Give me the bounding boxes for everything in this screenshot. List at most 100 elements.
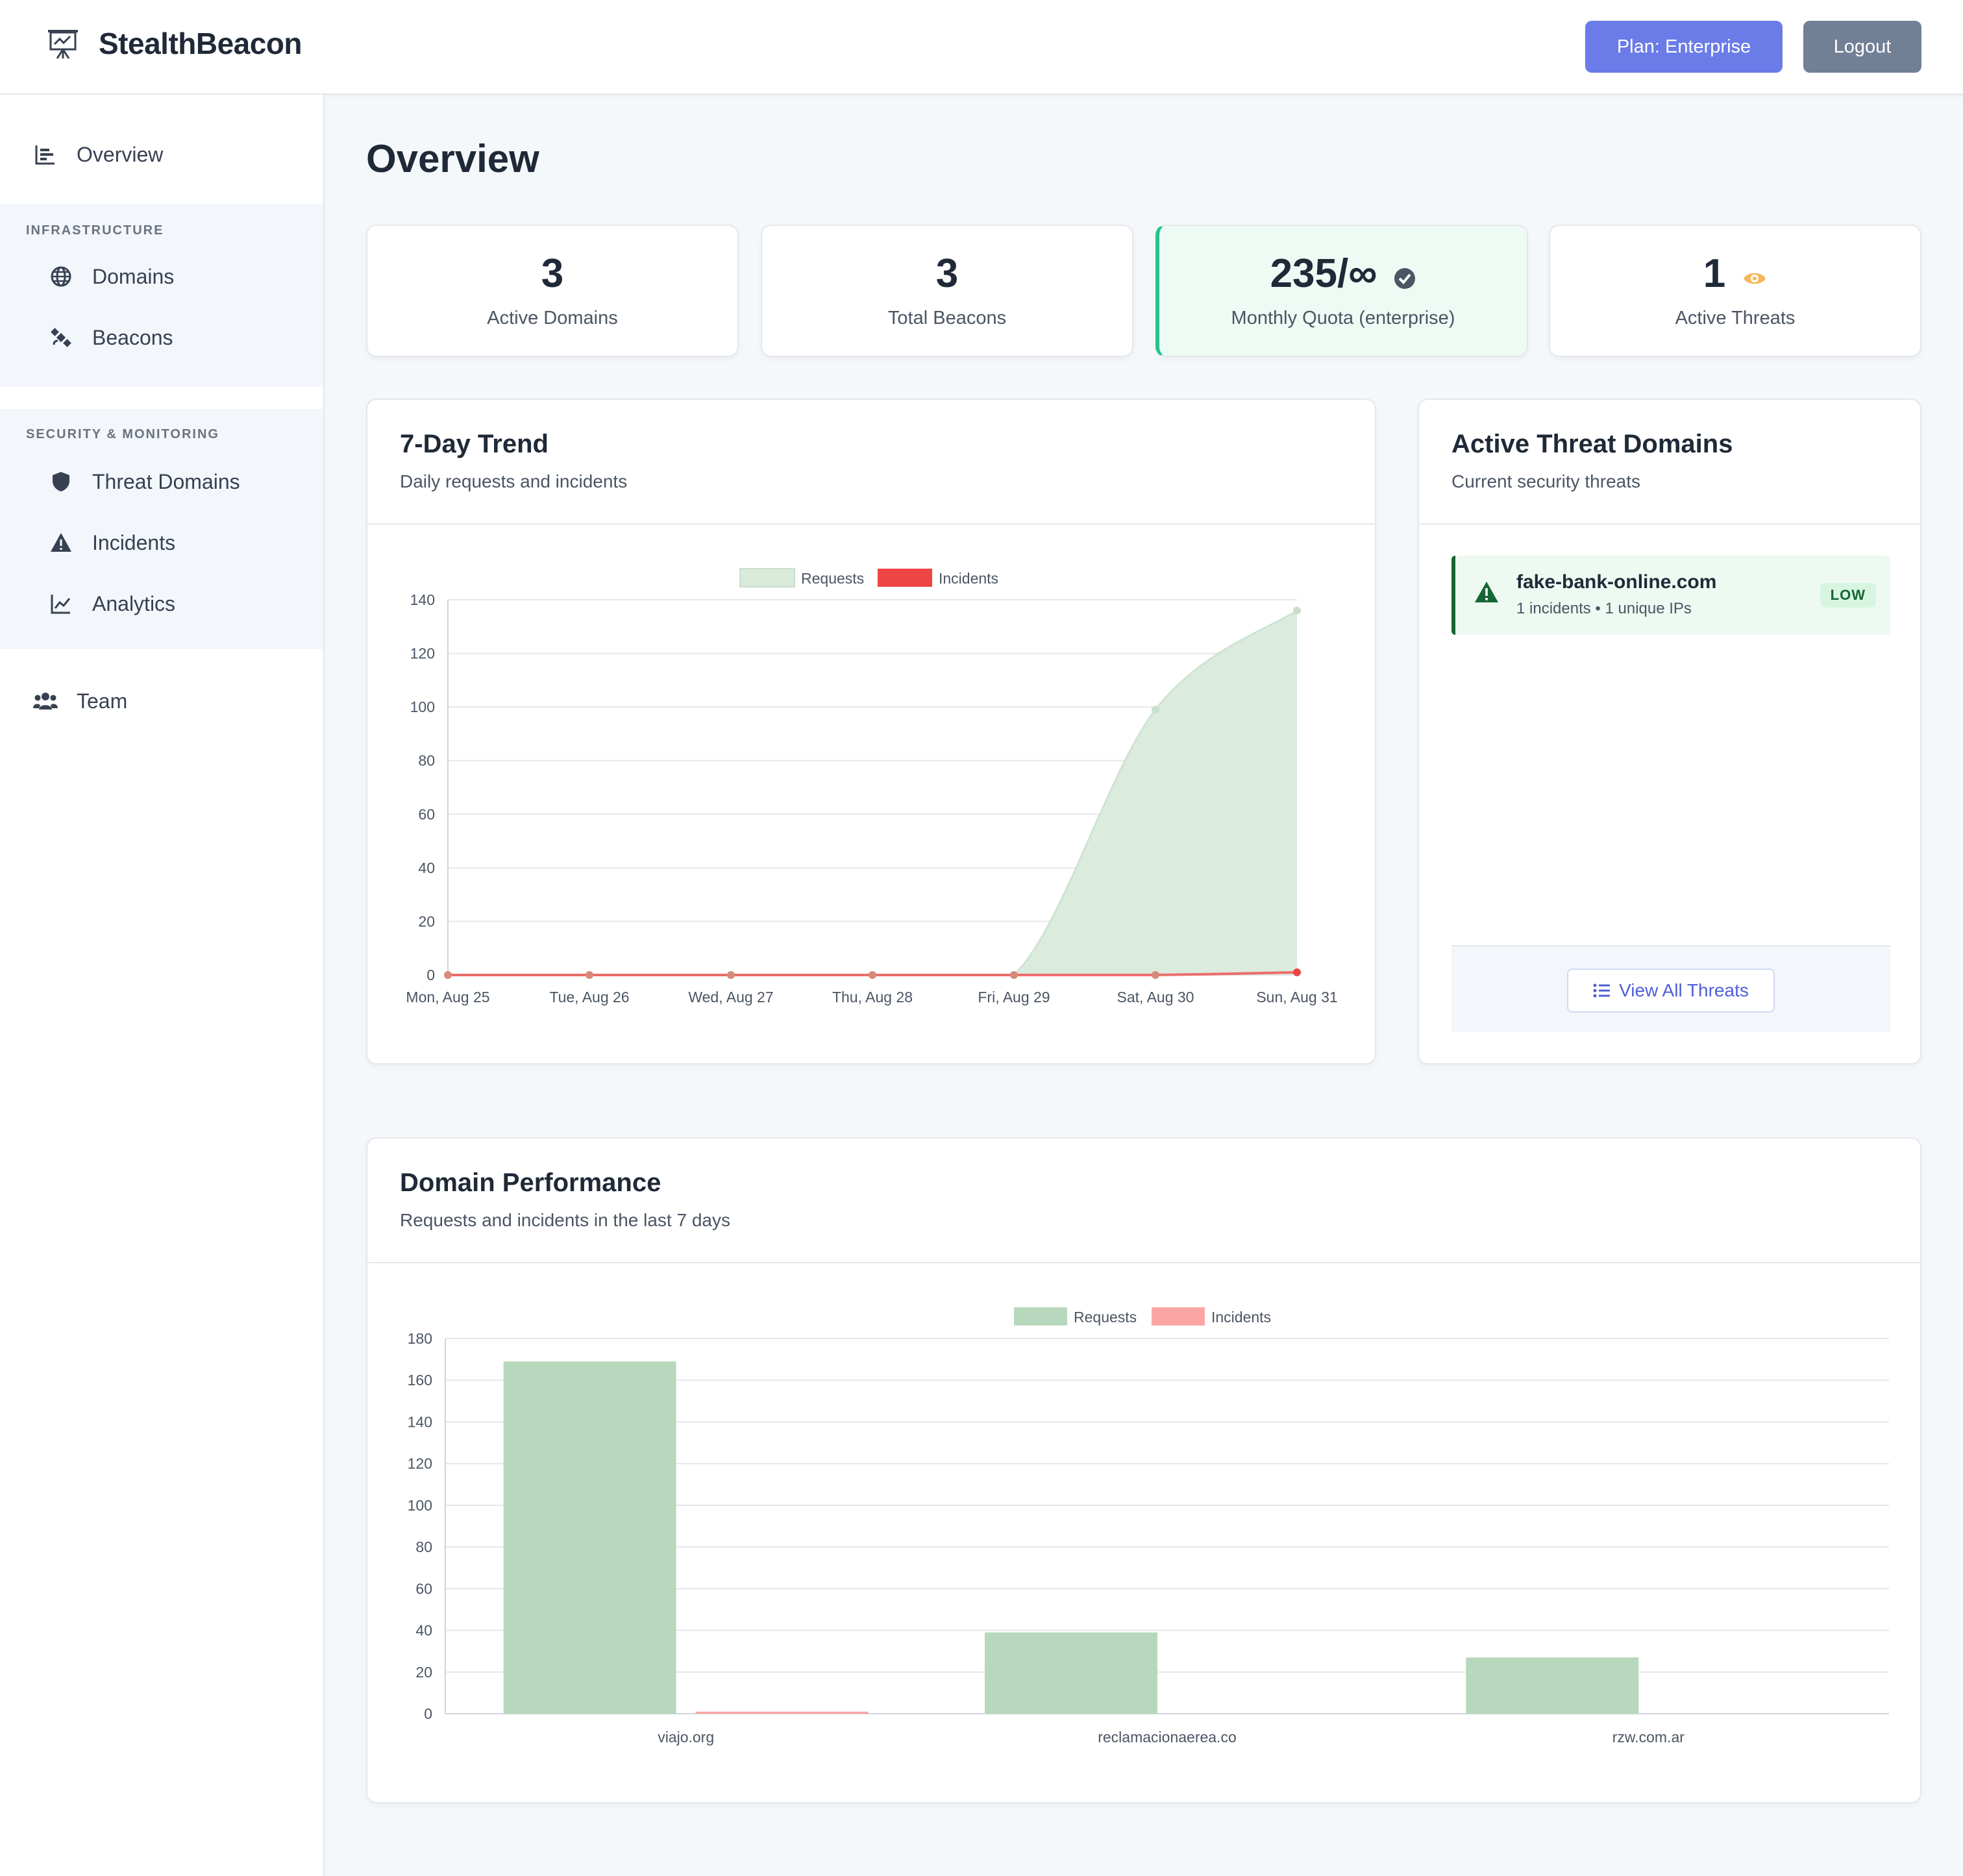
trend-chart: 0 20 40 60 80 100 120 140 Mon, Aug 25 Tue, Aug 26… — [406, 568, 1338, 1006]
view-all-threats-button[interactable]: View All Threats — [1567, 969, 1775, 1013]
stat-card-active-threats: 1 Active Threats — [1549, 225, 1921, 357]
incidents-point — [1293, 968, 1301, 976]
y-tick-label: 100 — [410, 698, 435, 715]
x-tick-label: rzw.com.ar — [1612, 1729, 1685, 1746]
card-header: 7-Day Trend Daily requests and incidents — [367, 400, 1375, 525]
sidebar-item-label: Team — [77, 689, 128, 713]
sidebar-item-label: Domains — [92, 264, 175, 288]
nav-group-security: SECURITY & MONITORING Threat Domains Inc… — [0, 409, 323, 649]
y-tick-label: 120 — [408, 1455, 432, 1472]
logout-button[interactable]: Logout — [1803, 21, 1921, 73]
y-tick-label: 180 — [408, 1330, 432, 1347]
bar-incidents — [695, 1711, 869, 1714]
sidebar-item-beacons[interactable]: Beacons — [48, 318, 173, 357]
nav-group-infrastructure: INFRASTRUCTURE Domains Beacons — [0, 204, 323, 387]
group-title: SECURITY & MONITORING — [26, 427, 219, 441]
sidebar-item-team[interactable]: Team — [32, 682, 127, 721]
x-tick-label: Thu, Aug 28 — [832, 989, 913, 1006]
plan-button[interactable]: Plan: Enterprise — [1585, 21, 1783, 73]
y-tick-label: 20 — [418, 913, 435, 930]
threat-card-footer: View All Threats — [1451, 945, 1890, 1032]
bar-requests — [503, 1361, 676, 1714]
chart-bar-icon — [32, 143, 58, 166]
stat-value: 235/∞ — [1159, 251, 1527, 297]
y-tick-label: 140 — [408, 1413, 432, 1430]
globe-icon — [48, 265, 74, 288]
x-tick-label: Tue, Aug 26 — [549, 989, 629, 1006]
card-subtitle: Requests and incidents in the last 7 day… — [400, 1210, 730, 1230]
stat-value: 3 — [935, 251, 959, 296]
stat-card-monthly-quota: 235/∞ Monthly Quota (enterprise) — [1155, 225, 1528, 357]
list-icon — [1593, 983, 1611, 998]
view-all-label: View All Threats — [1619, 980, 1749, 1000]
legend-swatch-requests — [1014, 1307, 1067, 1326]
threat-domain: fake-bank-online.com — [1516, 571, 1717, 593]
y-tick-label: 40 — [415, 1622, 432, 1639]
sidebar-item-label: Threat Domains — [92, 469, 240, 493]
requests-area — [448, 610, 1297, 975]
line-chart-icon — [48, 593, 74, 615]
y-tick-label: 160 — [408, 1372, 432, 1388]
threat-item[interactable]: fake-bank-online.com 1 incidents • 1 uni… — [1451, 556, 1890, 635]
legend-swatch-incidents — [1152, 1307, 1205, 1326]
x-tick-label: Sun, Aug 31 — [1256, 989, 1337, 1006]
performance-card: Domain Performance Requests and incident… — [366, 1137, 1921, 1803]
card-title: Active Threat Domains — [1451, 430, 1733, 458]
warning-icon — [48, 532, 74, 554]
incidents-point — [444, 971, 452, 979]
sidebar-item-threat-domains[interactable]: Threat Domains — [48, 462, 240, 501]
card-header: Domain Performance Requests and incident… — [367, 1139, 1920, 1263]
card-title: Domain Performance — [400, 1168, 661, 1197]
x-tick-label: Sat, Aug 30 — [1117, 989, 1194, 1006]
y-tick-label: 60 — [415, 1580, 432, 1597]
legend-label-incidents: Incidents — [1211, 1309, 1271, 1326]
card-title: 7-Day Trend — [400, 430, 549, 458]
x-tick-label: Wed, Aug 27 — [688, 989, 773, 1006]
legend-swatch-incidents — [878, 569, 932, 587]
performance-chart: 0 20 40 60 80 100 120 140 160 180 viajo.org reclama… — [408, 1307, 1889, 1746]
x-tick-label: viajo.org — [658, 1729, 714, 1746]
sidebar-item-domains[interactable]: Domains — [48, 257, 174, 296]
requests-point — [1152, 706, 1159, 714]
y-tick-label: 80 — [415, 1538, 432, 1555]
brand-name: StealthBeacon — [99, 27, 302, 60]
x-tick-label: reclamacionaerea.co — [1098, 1729, 1237, 1746]
card-subtitle: Current security threats — [1451, 471, 1640, 491]
legend-label-requests: Requests — [801, 570, 864, 587]
sidebar-item-label: Analytics — [92, 591, 176, 615]
page-title: Overview — [366, 137, 539, 180]
stat-card-active-domains: 3 Active Domains — [366, 225, 739, 357]
sidebar-item-overview[interactable]: Overview — [32, 135, 163, 174]
requests-point — [1293, 606, 1301, 615]
legend-label-requests: Requests — [1074, 1309, 1137, 1326]
severity-badge: LOW — [1820, 583, 1876, 608]
eye-icon — [1744, 273, 1766, 284]
stat-label: Total Beacons — [887, 308, 1007, 328]
legend-label-incidents: Incidents — [939, 570, 998, 587]
y-tick-label: 100 — [408, 1497, 432, 1514]
incidents-point — [1010, 971, 1018, 979]
brand[interactable]: StealthBeacon — [45, 26, 302, 61]
presentation-icon — [48, 30, 78, 59]
legend-swatch-requests — [739, 568, 795, 587]
warning-icon — [1475, 582, 1498, 602]
x-tick-label: Mon, Aug 25 — [406, 989, 489, 1006]
sidebar-item-incidents[interactable]: Incidents — [48, 523, 175, 562]
x-tick-label: Fri, Aug 29 — [978, 989, 1050, 1006]
sidebar-item-analytics[interactable]: Analytics — [48, 584, 175, 623]
y-tick-label: 80 — [418, 752, 435, 769]
check-circle-icon — [1394, 267, 1416, 289]
incidents-point — [586, 971, 593, 979]
users-icon — [32, 690, 58, 712]
y-tick-label: 60 — [418, 806, 435, 822]
stat-value: 3 — [541, 251, 564, 296]
bar-requests — [985, 1632, 1157, 1714]
stat-label: Active Threats — [1675, 308, 1796, 328]
incidents-point — [869, 971, 876, 979]
card-header: Active Threat Domains Current security t… — [1419, 400, 1920, 525]
stat-label: Active Domains — [487, 308, 618, 328]
top-header: StealthBeacon Plan: Enterprise Logout — [0, 0, 1963, 95]
y-tick-label: 40 — [418, 859, 435, 876]
sidebar: Overview INFRASTRUCTURE Domains Beacons … — [0, 95, 325, 1876]
card-subtitle: Daily requests and incidents — [400, 471, 628, 491]
